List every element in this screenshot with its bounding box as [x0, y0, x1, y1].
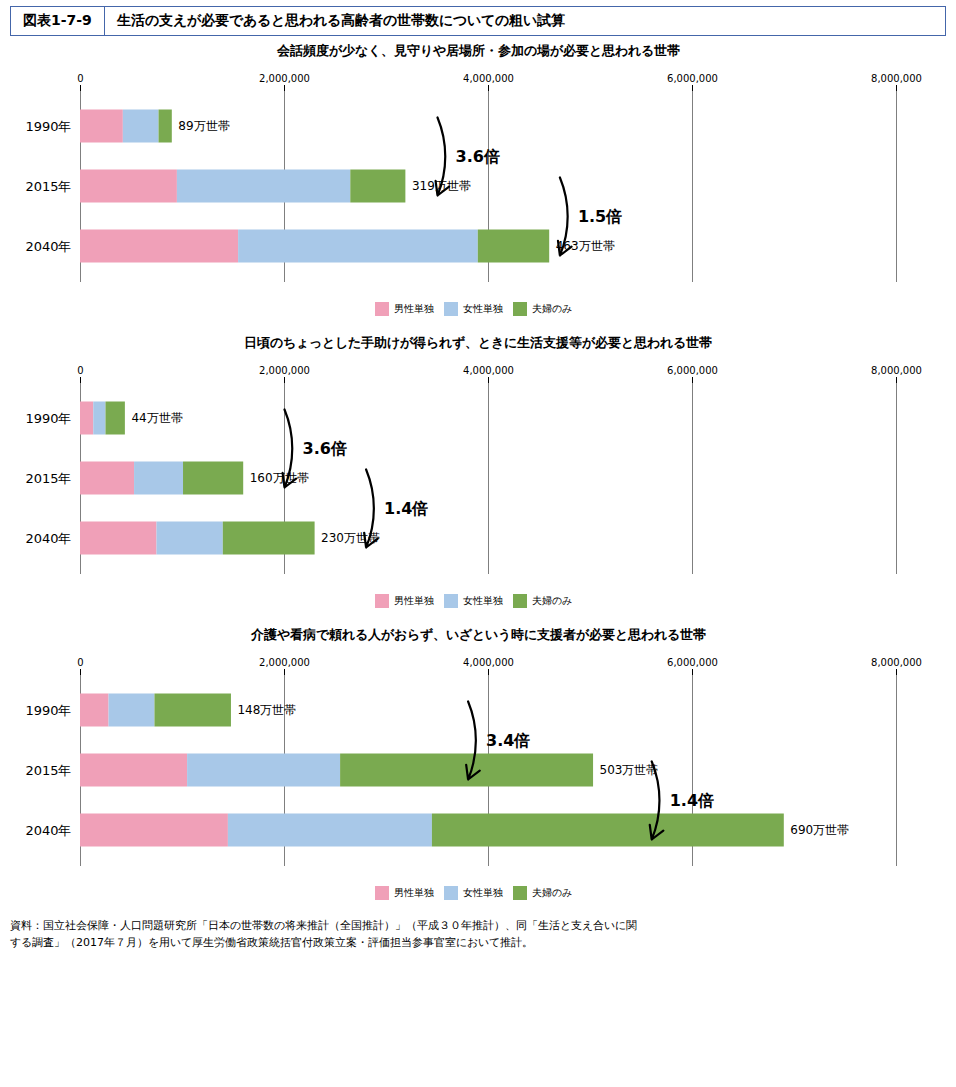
svg-text:503万世帯: 503万世帯	[600, 763, 659, 777]
svg-text:4,000,000: 4,000,000	[463, 657, 514, 668]
html-text:夫婦のみ: 夫婦のみ	[531, 593, 572, 607]
html-text:日頃のちょっとした手助けが得られず、ときに生活支援等が必要と: 日頃のちょっとした手助けが得られず、ときに生活支援等が必要と思われる世帯	[244, 335, 712, 350]
svg-text:2015年: 2015年	[25, 471, 71, 486]
svg-text:0: 0	[77, 365, 83, 376]
svg-text:230万世帯: 230万世帯	[321, 531, 380, 546]
svg-text:8,000,000: 8,000,000	[871, 73, 922, 84]
svg-text:1990年: 1990年	[25, 119, 71, 134]
html-text:生活の支えが必要であると思われる高齢者の世帯数についての粗い: 生活の支えが必要であると思われる高齢者の世帯数についての粗い試算	[116, 12, 565, 28]
svg-text:6,000,000: 6,000,000	[667, 365, 718, 376]
svg-text:8,000,000: 8,000,000	[871, 657, 922, 668]
svg-text:4,000,000: 4,000,000	[463, 73, 514, 84]
svg-text:2040年: 2040年	[25, 239, 71, 254]
svg-text:1.5倍: 1.5倍	[578, 207, 622, 226]
svg-text:319万世帯: 319万世帯	[411, 179, 471, 194]
html-text:夫婦のみ: 夫婦のみ	[531, 301, 572, 315]
svg-text:44万世帯: 44万世帯	[131, 411, 182, 425]
svg-text:148万世帯: 148万世帯	[237, 703, 296, 717]
html-text:男性単独: 男性単独	[393, 301, 434, 315]
html-text:資料：国立社会保障・人口問題研究所「日本の世帯数の将来推計（: 資料：国立社会保障・人口問題研究所「日本の世帯数の将来推計（全国推計）」（平成３…	[10, 919, 637, 949]
svg-text:690万世帯: 690万世帯	[790, 823, 849, 837]
svg-text:2040年: 2040年	[25, 531, 71, 546]
html-text:会話頻度が少なく、見守りや居場所・参加の場が必要と思われる世: 会話頻度が少なく、見守りや居場所・参加の場が必要と思われる世帯	[276, 43, 680, 58]
html-text:女性単独: 女性単独	[462, 301, 503, 315]
html-text:夫婦のみ: 夫婦のみ	[531, 885, 572, 899]
svg-text:2015年: 2015年	[25, 763, 71, 778]
svg-text:4,000,000: 4,000,000	[463, 365, 514, 376]
svg-text:2040年: 2040年	[25, 823, 71, 838]
svg-text:1.4倍: 1.4倍	[384, 499, 428, 518]
html-text:女性単独: 女性単独	[462, 593, 503, 607]
html-text:男性単独: 男性単独	[393, 885, 434, 899]
svg-text:0: 0	[77, 657, 83, 668]
svg-text:2015年: 2015年	[25, 179, 71, 194]
svg-text:1.4倍: 1.4倍	[670, 791, 714, 810]
svg-text:6,000,000: 6,000,000	[667, 73, 718, 84]
svg-text:6,000,000: 6,000,000	[667, 657, 718, 668]
html-text:男性単独: 男性単独	[393, 593, 434, 607]
svg-text:89万世帯: 89万世帯	[178, 119, 229, 133]
svg-text:160万世帯: 160万世帯	[250, 471, 309, 485]
html-text:介護や看病で頼れる人がおらず、いざという時に支援者が必要と思: 介護や看病で頼れる人がおらず、いざという時に支援者が必要と思われる世帯	[250, 627, 706, 642]
svg-text:1990年: 1990年	[25, 411, 71, 426]
svg-text:3.6倍: 3.6倍	[456, 147, 500, 166]
svg-text:3.6倍: 3.6倍	[303, 439, 347, 458]
svg-text:1990年: 1990年	[25, 703, 71, 718]
html-text:図表1-7-9: 図表1-7-9	[23, 12, 92, 28]
svg-text:8,000,000: 8,000,000	[871, 365, 922, 376]
svg-text:2,000,000: 2,000,000	[259, 73, 310, 84]
svg-text:2,000,000: 2,000,000	[259, 365, 310, 376]
svg-text:0: 0	[77, 73, 83, 84]
svg-text:3.4倍: 3.4倍	[486, 731, 530, 750]
html-text:女性単独: 女性単独	[462, 885, 503, 899]
svg-text:2,000,000: 2,000,000	[259, 657, 310, 668]
svg-text:463万世帯: 463万世帯	[555, 239, 615, 254]
